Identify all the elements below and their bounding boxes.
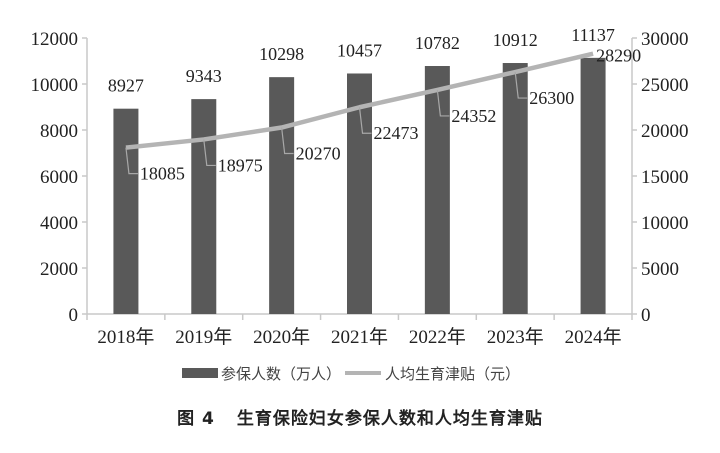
legend-line-swatch-icon [345,371,382,375]
bar-value-label: 8927 [108,76,144,96]
x-axis-category-label: 2021年 [331,326,388,348]
legend: 参保人数（万人） 人均生育津贴（元） [182,362,520,384]
right-y-axis: 0 5000 10000 15000 20000 25000 30000 [631,29,689,326]
legend-bar-label: 参保人数（万人） [221,364,342,383]
right-axis-tick-label: 20000 [641,121,689,142]
x-axis-category-label: 2024年 [565,326,622,348]
left-axis-tick-label: 2000 [40,259,78,280]
left-axis-tick-label: 12000 [31,29,79,50]
left-y-axis: 0 2000 4000 6000 8000 10000 12000 [31,29,88,326]
bar [424,66,450,314]
line-value-label: 26300 [529,88,574,108]
x-axis-category-label: 2022年 [409,326,466,348]
bar-series-insured-count [113,57,606,315]
bar [580,57,606,314]
figure-caption: 图 4 生育保险妇女参保人数和人均生育津贴 [0,404,720,429]
right-axis-tick-label: 25000 [641,75,689,96]
bar-value-label: 10782 [415,33,460,53]
x-axis: 2018年 2019年 2020年 2021年 2022年 2023年 2024年 [86,313,633,348]
legend-line-label: 人均生育津贴（元） [385,364,521,383]
line-value-label: 22473 [374,123,419,143]
bar [269,77,295,315]
legend-bar-swatch-icon [182,368,218,378]
data-labels: 8927 9343 10298 10457 10782 10912 11137 18085 18… [108,25,641,184]
x-axis-category-label: 2018年 [97,326,154,348]
bar-value-label: 11137 [571,25,615,45]
line-value-label: 28290 [596,46,641,66]
figure-number: 图 4 [177,409,215,429]
right-axis-tick-label: 5000 [641,259,679,280]
bar-value-label: 10457 [337,40,382,60]
figure-title: 生育保险妇女参保人数和人均生育津贴 [236,409,543,429]
bar [347,73,372,314]
bar [502,63,528,314]
right-axis-tick-label: 30000 [641,29,689,50]
left-axis-tick-label: 8000 [40,121,78,142]
left-axis-tick-label: 10000 [31,75,79,96]
line-value-label: 18975 [218,155,263,175]
line-value-label: 20270 [296,144,341,164]
right-axis-tick-label: 0 [641,305,651,326]
bar [113,108,139,314]
bar [191,99,217,315]
right-axis-tick-label: 15000 [641,167,689,188]
right-axis-tick-label: 10000 [641,213,689,234]
line-value-label: 24352 [451,106,496,126]
bar-value-label: 9343 [186,66,222,86]
bar-value-label: 10912 [493,30,538,50]
line-value-label: 18085 [140,164,185,184]
left-axis-tick-label: 4000 [40,213,78,234]
left-axis-tick-label: 0 [69,305,79,326]
bar-value-label: 10298 [259,44,304,64]
x-axis-category-label: 2023年 [487,326,544,348]
x-axis-category-label: 2019年 [175,326,232,348]
left-axis-tick-label: 6000 [40,167,78,188]
x-axis-category-label: 2020年 [253,326,310,348]
